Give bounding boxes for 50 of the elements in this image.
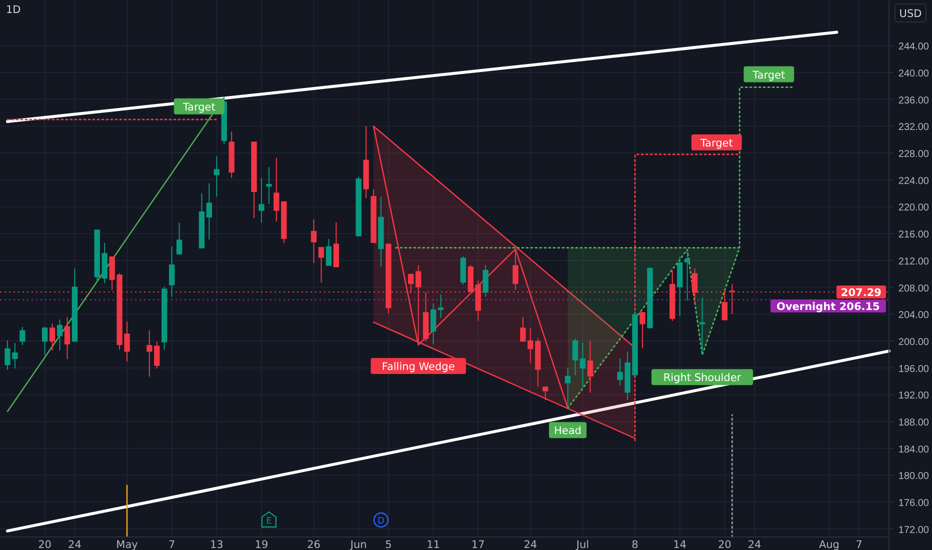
y-axis-title: USD	[899, 8, 922, 20]
x-tick-label: 7	[168, 539, 176, 550]
x-tick-label: Jul	[575, 539, 590, 550]
x-tick-label: 17	[471, 539, 485, 550]
x-tick-label: 24	[524, 539, 538, 550]
ref-line-label: Overnight 206.15	[776, 301, 880, 314]
y-tick-label: 220.00	[898, 202, 930, 214]
annotation: D	[378, 516, 385, 526]
y-tick-label: 208.00	[898, 283, 930, 294]
y-tick-label: 192.00	[898, 390, 930, 402]
annotation: Right Shoulder	[663, 372, 742, 384]
y-tick-label: 244.00	[898, 42, 930, 53]
x-tick-label: 20	[38, 539, 52, 550]
x-tick-label: 24	[68, 539, 82, 550]
x-tick-label: 14	[673, 539, 687, 550]
y-tick-label: 228.00	[898, 149, 930, 160]
x-tick-label: Jun	[349, 539, 367, 550]
x-tick-label: 8	[632, 539, 638, 550]
x-tick-label: 5	[385, 539, 392, 550]
y-tick-label: 216.00	[898, 230, 930, 241]
y-tick-label: 232.00	[898, 122, 930, 134]
chart-title: 1D	[6, 4, 21, 16]
y-tick-label: 196.00	[898, 364, 930, 375]
annotation: Target	[752, 69, 786, 82]
x-tick-label: 7	[856, 539, 862, 550]
x-tick-label: 20	[718, 539, 732, 550]
y-tick-label: 188.00	[898, 418, 930, 429]
x-tick-label: 26	[307, 539, 321, 550]
annotation: Target	[699, 137, 733, 150]
ref-line-label: 207.29	[840, 287, 882, 300]
x-tick-label: 19	[254, 539, 268, 550]
y-tick-label: 236.00	[898, 95, 930, 106]
annotation: Falling Wedge	[382, 361, 455, 374]
annotation: E	[266, 516, 272, 526]
y-tick-label: 176.00	[898, 498, 930, 510]
annotation: Head	[554, 425, 582, 438]
y-tick-label: 180.00	[898, 471, 930, 482]
y-tick-label: 200.00	[898, 336, 930, 348]
y-tick-label: 240.00	[898, 68, 930, 80]
y-tick-label: 204.00	[898, 310, 930, 322]
x-tick-label: 13	[210, 539, 224, 550]
y-tick-label: 172.00	[898, 524, 930, 536]
x-tick-label: Aug	[818, 539, 840, 550]
x-tick-label: 24	[748, 539, 762, 550]
x-tick-label: 11	[426, 539, 440, 550]
annotation: Target	[182, 101, 216, 114]
y-tick-label: 184.00	[898, 444, 930, 456]
y-tick-label: 212.00	[898, 256, 930, 268]
x-tick-label: May	[116, 539, 138, 550]
y-tick-label: 224.00	[898, 176, 930, 187]
